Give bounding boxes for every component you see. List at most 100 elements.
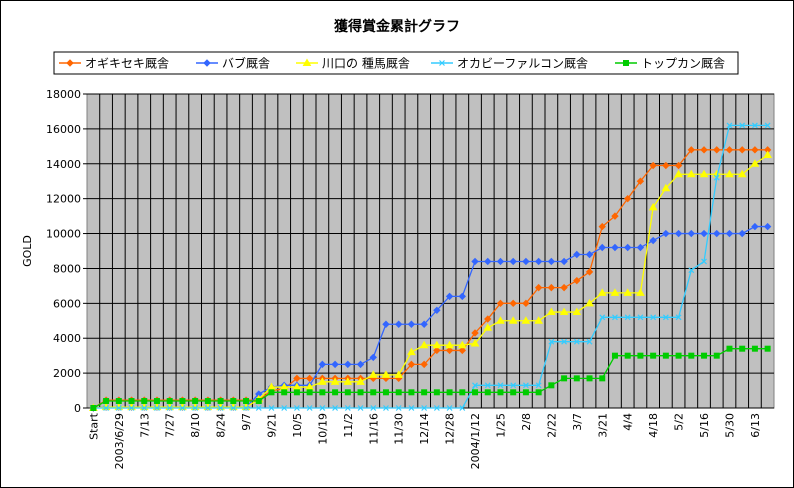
data-point bbox=[103, 405, 110, 411]
data-point bbox=[686, 169, 696, 178]
data-point bbox=[445, 346, 454, 355]
data-point bbox=[433, 405, 440, 411]
x-tick-label: 8/10 bbox=[189, 413, 202, 438]
data-point bbox=[598, 243, 606, 252]
data-point bbox=[331, 360, 339, 369]
data-point bbox=[192, 405, 199, 411]
data-point bbox=[407, 347, 416, 356]
data-point bbox=[382, 389, 389, 396]
y-tick-label: 4000 bbox=[53, 332, 81, 345]
data-point bbox=[319, 389, 326, 396]
data-point bbox=[115, 405, 122, 411]
x-tick-label: 5/16 bbox=[698, 413, 711, 438]
data-point bbox=[509, 257, 517, 266]
data-point bbox=[611, 352, 618, 359]
data-point bbox=[344, 389, 351, 396]
x-tick-label: 12/28 bbox=[444, 413, 457, 445]
data-point bbox=[547, 283, 556, 292]
data-point bbox=[318, 360, 327, 369]
data-point bbox=[636, 243, 645, 252]
legend: オギキセキ厩舎 バブ厩舎 川口の 種馬厩舎 オカビーファルコン厩舎 トップカン厩舎 bbox=[53, 51, 739, 75]
data-point bbox=[293, 374, 301, 383]
data-point bbox=[166, 405, 173, 411]
data-point bbox=[255, 405, 262, 411]
data-point bbox=[585, 250, 594, 259]
data-point bbox=[128, 398, 135, 405]
data-point bbox=[688, 267, 695, 274]
data-point bbox=[509, 299, 517, 308]
y-axis-ticks: 0 2000 4000 6000 8000 10000 12000 14000 16000 180… bbox=[46, 88, 87, 415]
data-point bbox=[751, 122, 758, 129]
y-tick-label: 10000 bbox=[46, 228, 81, 241]
data-point bbox=[611, 212, 619, 220]
data-point bbox=[637, 352, 644, 359]
data-point bbox=[750, 159, 760, 167]
data-point bbox=[483, 323, 493, 331]
x-tick-label: 11/16 bbox=[367, 413, 380, 445]
x-tick-label: 2/8 bbox=[520, 413, 533, 431]
data-point bbox=[637, 314, 644, 321]
x-tick-label: 11/2 bbox=[342, 413, 355, 438]
legend-label: バブ厩舎 bbox=[222, 56, 270, 71]
data-point bbox=[674, 169, 683, 178]
data-point bbox=[560, 257, 568, 266]
data-point bbox=[573, 338, 580, 345]
data-point bbox=[370, 405, 377, 411]
data-point bbox=[421, 389, 428, 396]
data-point bbox=[281, 389, 288, 396]
data-point bbox=[649, 236, 657, 245]
data-point bbox=[458, 346, 467, 355]
data-point bbox=[395, 389, 402, 396]
data-point bbox=[432, 340, 442, 349]
data-point bbox=[650, 314, 657, 321]
legend-item-3: オカビーファルコン厩舎 bbox=[431, 57, 588, 71]
data-point bbox=[662, 314, 669, 321]
x-tick-label: 11/30 bbox=[393, 413, 406, 445]
data-point bbox=[370, 389, 377, 396]
data-point bbox=[433, 389, 440, 396]
data-point bbox=[662, 352, 669, 359]
x-tick-label: 4/4 bbox=[622, 413, 635, 431]
data-point bbox=[115, 398, 122, 405]
data-point bbox=[597, 288, 607, 296]
data-point bbox=[332, 405, 339, 411]
data-point bbox=[458, 292, 467, 301]
data-point bbox=[624, 352, 631, 359]
data-point bbox=[472, 389, 479, 396]
data-point bbox=[508, 316, 518, 324]
data-point bbox=[141, 405, 148, 411]
data-point bbox=[700, 146, 708, 154]
x-tick-label: 2/22 bbox=[545, 413, 558, 438]
x-tick-label: 8/24 bbox=[215, 413, 228, 438]
data-point bbox=[534, 316, 544, 324]
data-point bbox=[548, 382, 555, 389]
data-point bbox=[751, 146, 759, 154]
y-tick-label: 6000 bbox=[53, 297, 81, 310]
data-point bbox=[559, 307, 569, 316]
data-point bbox=[573, 375, 580, 382]
data-point bbox=[332, 389, 339, 396]
data-point bbox=[510, 389, 517, 396]
data-point bbox=[675, 314, 682, 321]
legend-label: オカビーファルコン厩舎 bbox=[457, 57, 588, 71]
y-axis-label: GOLD bbox=[21, 235, 34, 267]
legend-item-4: トップカン厩舎 bbox=[615, 57, 725, 71]
data-point bbox=[546, 307, 556, 316]
data-point bbox=[497, 382, 504, 389]
data-point bbox=[317, 377, 327, 385]
data-point bbox=[713, 174, 720, 181]
data-point bbox=[764, 345, 771, 352]
data-point bbox=[585, 298, 594, 307]
data-point bbox=[433, 306, 441, 315]
data-point bbox=[535, 382, 542, 389]
x-tick-label: 1/25 bbox=[494, 413, 507, 438]
data-point bbox=[725, 169, 734, 178]
data-point bbox=[302, 58, 312, 66]
data-point bbox=[586, 338, 593, 345]
data-point bbox=[421, 405, 428, 411]
data-point bbox=[675, 352, 682, 359]
data-point bbox=[420, 320, 428, 328]
data-point bbox=[763, 222, 772, 231]
data-point bbox=[739, 122, 746, 129]
